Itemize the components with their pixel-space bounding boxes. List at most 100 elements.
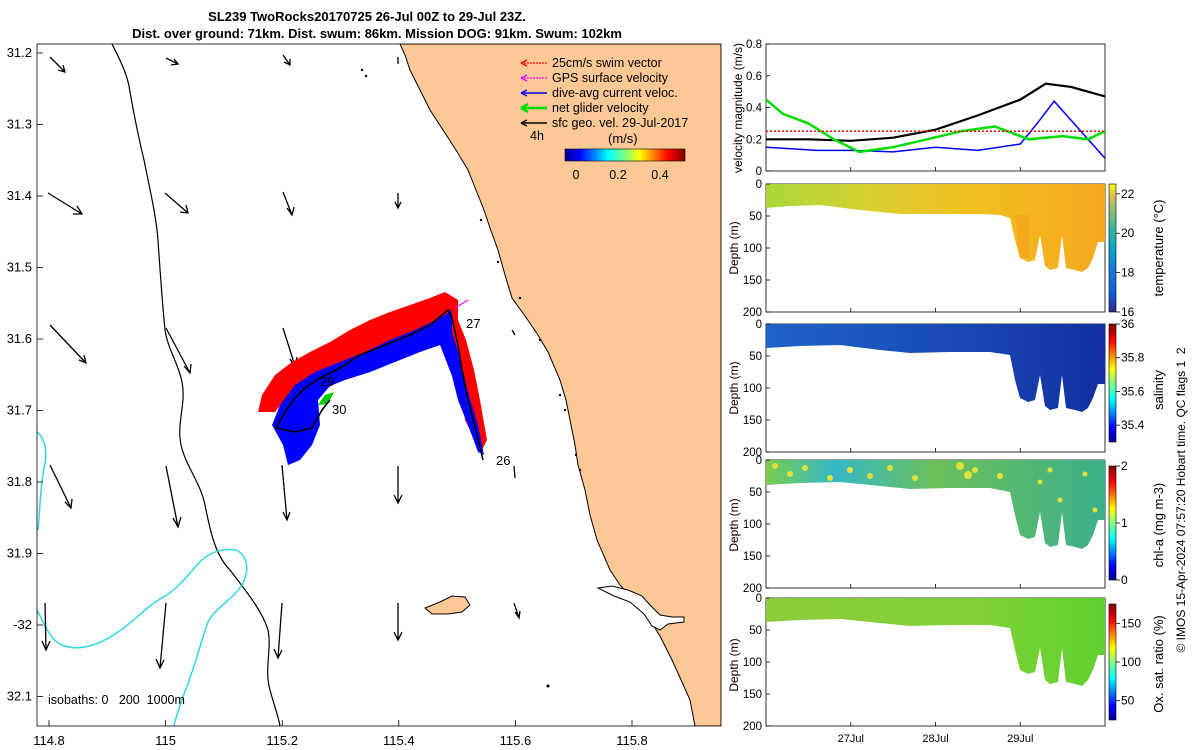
salinity-section <box>766 324 1105 412</box>
depth-tick-label: 200 <box>743 447 762 459</box>
isobath-label: isobaths: 0 200 1000m <box>48 693 185 707</box>
colorbar-tick-label: 22 <box>1121 187 1135 201</box>
chl-axes: 0 50 100 150 200 2 1 0 <box>743 455 1128 595</box>
depth-tick-label: 100 <box>743 519 762 531</box>
track-line <box>274 308 484 461</box>
colorbar-tick-label: 35.8 <box>1121 351 1145 365</box>
temperature-panel: 0 50 100 150 200 22 20 18 16 Depth (m) temperatu… <box>727 179 1166 319</box>
legend-scale-4h: 4h <box>530 129 544 143</box>
depth-tick-label: 0 <box>756 179 762 191</box>
colorbar-tick-0: 0 <box>573 168 580 182</box>
map-legend: 25cm/s swim vector GPS surface velocity … <box>520 56 688 182</box>
depth-tick-label: 100 <box>743 657 762 669</box>
velocity-panel: 0.8 0.6 0.4 0.2 0 velocity magnitude (m/s) <box>731 39 1106 178</box>
velocity-series-line <box>766 82 1106 142</box>
depth-tick-label: 200 <box>743 583 762 595</box>
depth-tick-label: 100 <box>743 383 762 395</box>
date-x-axis: 27Jul 28Jul 29Jul <box>838 167 1033 745</box>
net-velocity-green <box>318 392 334 405</box>
estuary <box>596 585 685 631</box>
date-tick-label: 29Jul <box>1007 733 1033 745</box>
map-dots <box>360 68 582 688</box>
track-day-label-30: 30 <box>332 402 346 417</box>
glider-track: 27 29 30 26 <box>258 292 510 468</box>
map-ytick-label: 31.9 <box>7 546 32 561</box>
depth-tick-label: 0 <box>756 455 762 467</box>
map-ytick-label: 31.7 <box>7 403 32 418</box>
oxygen-ylabel: Depth (m) <box>727 638 741 691</box>
isobath-200m <box>111 44 281 726</box>
velocity-y-axis: 0.8 0.6 0.4 0.2 0 <box>746 39 770 178</box>
map-ytick-label: 31.5 <box>7 260 32 275</box>
oxygen-section <box>766 598 1105 686</box>
velocity-series <box>765 82 1106 159</box>
map-ytick-label: 31.2 <box>7 45 32 60</box>
isobath-1000m <box>37 431 248 726</box>
colorbar-tick-label: 1 <box>1121 516 1128 530</box>
legend-item-dive-avg: dive-avg current veloc. <box>520 86 678 100</box>
map-x-axis: 114.8 115 115.2 115.4 115.6 115.8 <box>33 720 648 748</box>
velocity-ytick-label: 0.8 <box>746 39 762 51</box>
map-ytick-label: 32.1 <box>7 689 32 704</box>
salinity-colorbar <box>1108 323 1117 443</box>
map-ytick-label: 31.3 <box>7 117 32 132</box>
depth-tick-label: 50 <box>749 211 762 223</box>
figure-title-line2: Dist. over ground: 71km. Dist. swum: 86k… <box>132 26 622 41</box>
temperature-ylabel: Depth (m) <box>727 221 741 274</box>
depth-tick-label: 0 <box>756 319 762 331</box>
depth-tick-label: 50 <box>749 351 762 363</box>
speed-colorbar <box>564 148 686 162</box>
svg-text:net glider velocity: net glider velocity <box>552 101 649 115</box>
colorbar-tick-label: 16 <box>1121 305 1135 319</box>
chl-colorbar <box>1108 465 1117 581</box>
track-day-label-27: 27 <box>466 316 480 331</box>
colorbar-tick-label: 36 <box>1121 317 1135 331</box>
velocity-ytick-label: 0.6 <box>746 71 762 83</box>
svg-text:25cm/s swim vector: 25cm/s swim vector <box>552 56 662 70</box>
colorbar-tick-label: 0 <box>1121 573 1128 587</box>
depth-tick-label: 150 <box>743 689 762 701</box>
map-panel: 27 29 30 26 25cm/s swim vector GPS surfa… <box>7 43 722 748</box>
colorbar-tick-label: 2 <box>1121 459 1128 473</box>
velocity-ytick-label: 0 <box>756 166 762 178</box>
track-day-label-26: 26 <box>496 453 510 468</box>
map-ytick-label: -32 <box>13 617 32 632</box>
oxygen-colorbar <box>1108 603 1117 721</box>
colorbar-tick-label: 35.4 <box>1121 418 1145 432</box>
velocity-series-line <box>765 98 1106 154</box>
chl-clabel: chl-a (mg m-3) <box>1151 483 1166 568</box>
depth-tick-label: 200 <box>743 307 762 319</box>
chl-dots <box>772 462 1098 513</box>
map-xtick-label: 115.8 <box>616 733 648 748</box>
map-xtick-label: 115.2 <box>266 733 298 748</box>
chl-section <box>766 460 1105 549</box>
depth-tick-label: 50 <box>749 487 762 499</box>
chl-panel: 0 50 100 150 200 2 1 0 Depth (m) chl-a (mg m-3) <box>727 455 1166 595</box>
svg-text:dive-avg current veloc.: dive-avg current veloc. <box>552 86 678 100</box>
map-xtick-label: 115.6 <box>500 733 532 748</box>
velocity-ytick-label: 0.2 <box>746 134 762 146</box>
legend-item-gps: GPS surface velocity <box>520 71 669 85</box>
island <box>424 595 471 615</box>
velocity-ylabel: velocity magnitude (m/s) <box>731 43 745 173</box>
velocity-series-line <box>765 100 1106 159</box>
map-xtick-label: 115 <box>155 733 176 748</box>
gps-arrow-magenta <box>454 299 469 309</box>
colorbar-tick-0-4: 0.4 <box>651 168 668 182</box>
depth-tick-label: 150 <box>743 551 762 563</box>
map-xtick-label: 114.8 <box>33 733 65 748</box>
temperature-clabel: temperature (°C) <box>1151 200 1166 297</box>
map-ytick-label: 31.4 <box>7 188 32 203</box>
colorbar-tick-label: 50 <box>1121 694 1135 708</box>
map-ytick-label: 31.6 <box>7 331 32 346</box>
depth-tick-label: 150 <box>743 275 762 287</box>
colorbar-tick-label: 100 <box>1121 655 1141 669</box>
date-tick-label: 28Jul <box>922 733 948 745</box>
figure-title-line1: SL239 TwoRocks20170725 26-Jul 00Z to 29-… <box>208 9 526 24</box>
track-day-label-29: 29 <box>320 374 334 389</box>
colorbar-tick-0-2: 0.2 <box>609 168 626 182</box>
chl-ylabel: Depth (m) <box>727 498 741 551</box>
map-ytick-label: 31.8 <box>7 474 32 489</box>
map-y-axis: 31.2 31.3 31.4 31.5 31.6 31.7 31.8 31.9 -32 32.1 <box>7 45 43 704</box>
colorbar-tick-label: 20 <box>1121 226 1135 240</box>
